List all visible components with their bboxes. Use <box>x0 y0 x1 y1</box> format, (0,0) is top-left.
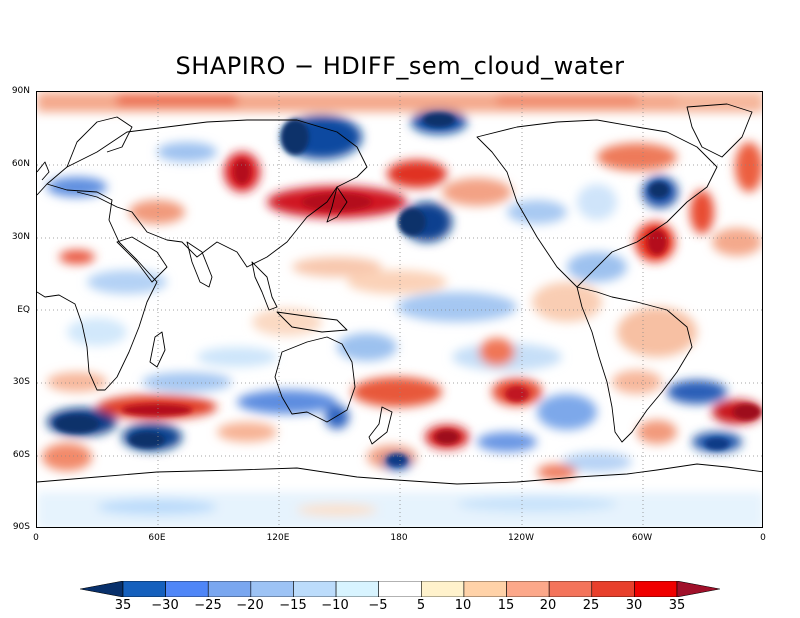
colorbar-label-0: 35 <box>114 598 132 613</box>
india-coast <box>186 241 213 288</box>
colorbar-swatch-1 <box>122 581 166 597</box>
colorbar-swatch-13 <box>634 581 678 597</box>
lon-tick-0-left: 0 <box>33 533 39 543</box>
map-panel <box>36 91 763 528</box>
colorbar-swatch-4 <box>250 581 294 597</box>
colorbar-swatch-8 <box>421 581 465 597</box>
lat-tick-eq: EQ <box>17 305 30 315</box>
arabia-coast <box>116 236 168 283</box>
lat-tick-90n: 90N <box>11 86 30 96</box>
lon-tick-120e: 120E <box>266 533 290 543</box>
colorbar-arrow-right <box>676 581 720 597</box>
coastlines <box>37 103 762 485</box>
australia-coast <box>274 336 356 423</box>
north-america-coast <box>476 119 718 288</box>
lat-tick-30s: 30S <box>12 377 30 387</box>
map-title: SHAPIRO − HDIFF_sem_cloud_water <box>175 52 625 80</box>
lat-tick-60n: 60N <box>11 159 30 169</box>
colorbar-label-5: −10 <box>321 598 349 613</box>
colorbar-label-2: −25 <box>194 598 222 613</box>
colorbar-swatch-11 <box>548 581 593 597</box>
colorbar-label-13: 35 <box>668 598 686 613</box>
field-cores <box>55 113 761 466</box>
lat-tick-60s: 60S <box>12 450 30 460</box>
field-map <box>37 92 762 527</box>
scandinavia-coast <box>66 116 133 168</box>
colorbar-swatch-9 <box>463 581 507 597</box>
eurasia-coast <box>46 119 368 268</box>
colorbar-swatch-2 <box>165 581 209 597</box>
lon-tick-0-right: 0 <box>760 533 766 543</box>
colorbar-label-3: −20 <box>236 598 264 613</box>
colorbar-label-6: −5 <box>368 598 388 613</box>
indonesia-coast <box>276 311 348 333</box>
gridlines <box>37 92 762 527</box>
colorbar-label-9: 15 <box>497 598 515 613</box>
south-america-coast <box>576 286 693 443</box>
uk-coast <box>37 161 50 181</box>
colorbar-swatch-5 <box>293 581 337 597</box>
japan-coast <box>326 186 348 223</box>
colorbar-label-4: −15 <box>279 598 307 613</box>
lat-tick-30n: 30N <box>11 232 30 242</box>
greenland-coast <box>686 103 753 158</box>
colorbar-label-12: 30 <box>625 598 643 613</box>
colorbar <box>80 581 720 597</box>
madagascar-coast <box>149 331 166 368</box>
africa-coast <box>37 183 158 391</box>
colorbar-swatch-10 <box>506 581 550 597</box>
lon-tick-180: 180 <box>390 533 408 543</box>
colorbar-swatch-7 <box>378 581 422 597</box>
colorbar-label-10: 20 <box>539 598 557 613</box>
nz-coast <box>368 406 393 445</box>
lat-tick-90s: 90S <box>12 522 30 532</box>
colorbar-label-11: 25 <box>582 598 600 613</box>
lon-tick-60e: 60E <box>148 533 166 543</box>
colorbar-swatch-3 <box>207 581 252 597</box>
colorbar-label-8: 10 <box>454 598 472 613</box>
colorbar-arrow-left <box>80 581 124 597</box>
colorbar-swatch-6 <box>335 581 379 597</box>
lon-tick-120w: 120W <box>507 533 535 543</box>
colorbar-label-7: 5 <box>416 598 426 613</box>
antarctica-coast <box>37 463 762 485</box>
colorbar-label-1: −30 <box>151 598 179 613</box>
indochina-coast <box>251 261 278 311</box>
lon-tick-60w: 60W <box>631 533 653 543</box>
colorbar-swatch-12 <box>591 581 635 597</box>
